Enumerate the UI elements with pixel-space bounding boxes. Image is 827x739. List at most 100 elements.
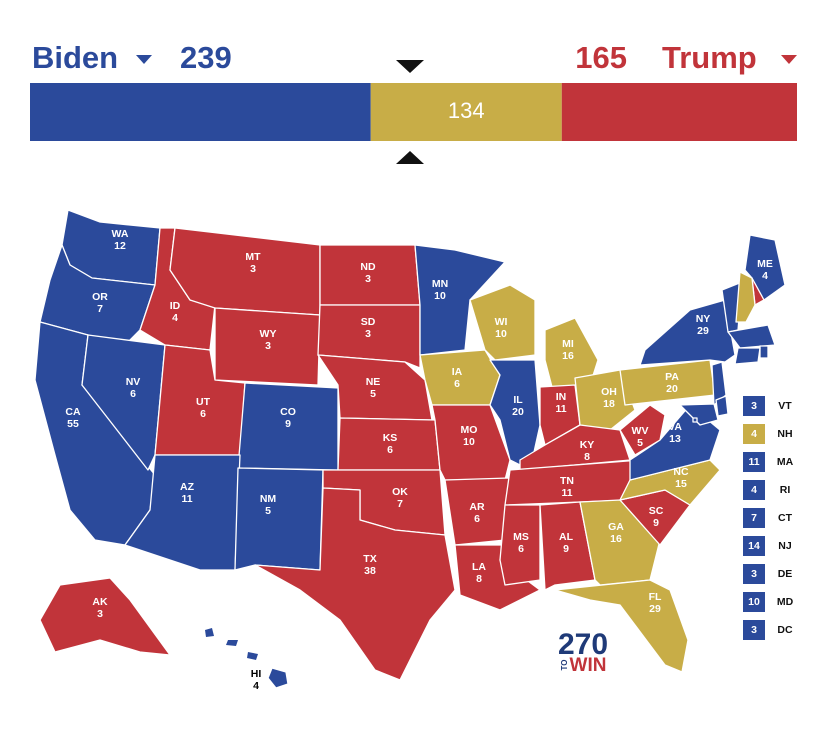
state-votes: 4 — [172, 312, 178, 324]
state-abbr: AK — [92, 596, 108, 608]
state-votes: 10 — [434, 290, 446, 302]
state-votes: 11 — [181, 493, 192, 505]
state-abbr: IA — [452, 366, 463, 378]
small-state-box — [743, 480, 765, 500]
state-abbr: ID — [170, 300, 181, 312]
state — [715, 395, 729, 417]
island — [247, 652, 258, 660]
state-votes: 3 — [250, 263, 256, 275]
state-abbr: MI — [562, 338, 574, 350]
state-abbr: MN — [432, 278, 448, 290]
state — [759, 345, 769, 359]
candidate-name[interactable]: Biden — [32, 40, 118, 75]
state-votes: 10 — [463, 436, 475, 448]
state-abbr: AZ — [180, 481, 195, 493]
state-votes: 5 — [637, 437, 643, 449]
small-state-box — [743, 536, 765, 556]
state — [692, 417, 698, 423]
state-votes: 5 — [265, 505, 271, 517]
state — [734, 347, 761, 365]
state-abbr: OH — [601, 386, 617, 398]
island — [226, 640, 238, 646]
state-votes: 7 — [397, 498, 403, 510]
logo-to: TO — [560, 660, 569, 671]
state-abbr: PA — [665, 371, 679, 383]
state-abbr: ND — [360, 261, 376, 273]
state-abbr: FL — [649, 591, 662, 603]
state-abbr: MT — [245, 251, 261, 263]
state-votes: 11 — [561, 487, 572, 499]
bar-segment — [30, 83, 371, 141]
bar-segment — [370, 83, 562, 141]
state-abbr: WV — [632, 425, 649, 437]
small-state-votes: 4 — [751, 484, 757, 496]
state-abbr: AR — [469, 501, 485, 513]
state — [574, 369, 636, 431]
small-state-abbr: VT — [778, 400, 792, 412]
candidate-name[interactable]: Trump — [662, 40, 757, 75]
state-abbr: IN — [556, 391, 567, 403]
small-state-votes: 3 — [751, 568, 757, 580]
small-state-box — [743, 508, 765, 528]
midpoint-marker — [396, 151, 424, 164]
small-state-box — [743, 396, 765, 416]
state — [744, 234, 786, 301]
dropdown-arrow[interactable] — [781, 55, 797, 64]
state-abbr: CA — [65, 406, 81, 418]
small-state-list: 3 VT 4 NH 11 MA 4 RI 7 CT 14 NJ 3 DE 10 MD 3 DC — [743, 396, 794, 640]
small-state-box — [743, 452, 765, 472]
state — [254, 487, 456, 681]
state-votes: 20 — [666, 383, 678, 395]
state-votes: 9 — [285, 418, 291, 430]
state-votes: 4 — [762, 270, 768, 282]
state — [214, 307, 321, 386]
small-state-box — [743, 424, 765, 444]
state-votes: 55 — [67, 418, 79, 430]
candidate-votes: 165 — [575, 40, 627, 75]
small-state-abbr: MA — [777, 456, 794, 468]
small-state-abbr: NJ — [778, 540, 792, 552]
state-votes: 29 — [649, 603, 661, 615]
state-votes: 16 — [562, 350, 574, 362]
state — [81, 334, 166, 471]
state — [639, 299, 736, 366]
state-votes: 6 — [387, 444, 393, 456]
state — [727, 324, 776, 349]
small-state-votes: 3 — [751, 400, 757, 412]
state-votes: 6 — [454, 378, 460, 390]
state-abbr: NC — [673, 466, 689, 478]
state-abbr: HI — [251, 668, 262, 680]
midpoint-marker — [396, 60, 424, 73]
state — [735, 271, 756, 323]
dropdown-arrow[interactable] — [136, 55, 152, 64]
state-votes: 16 — [610, 533, 622, 545]
state-abbr: KY — [580, 439, 595, 451]
state-abbr: UT — [196, 396, 211, 408]
small-state-abbr: NH — [777, 428, 792, 440]
state — [39, 577, 171, 656]
small-state-box — [743, 620, 765, 640]
small-state-abbr: MD — [777, 596, 794, 608]
small-state-abbr: DC — [777, 624, 793, 636]
state-votes: 12 — [114, 240, 126, 252]
state-abbr: TX — [363, 553, 376, 565]
state-votes: 18 — [603, 398, 615, 410]
state-abbr: NV — [126, 376, 141, 388]
small-state-votes: 14 — [748, 540, 760, 552]
state-abbr: MS — [513, 531, 529, 543]
logo-number: 270 — [558, 628, 608, 661]
small-state-abbr: DE — [778, 568, 793, 580]
state-votes: 3 — [265, 340, 271, 352]
state-abbr: NY — [696, 313, 711, 325]
state-votes: 5 — [370, 388, 376, 400]
state-votes: 6 — [518, 543, 524, 555]
state-votes: 6 — [474, 513, 480, 525]
state-votes: 9 — [563, 543, 569, 555]
logo-win: WIN — [570, 655, 607, 676]
state-abbr: TN — [560, 475, 574, 487]
state-votes: 3 — [97, 608, 103, 620]
state — [489, 359, 541, 471]
score-bar: 134 — [30, 83, 797, 141]
small-state-votes: 7 — [751, 512, 757, 524]
state-votes: 4 — [253, 680, 259, 692]
